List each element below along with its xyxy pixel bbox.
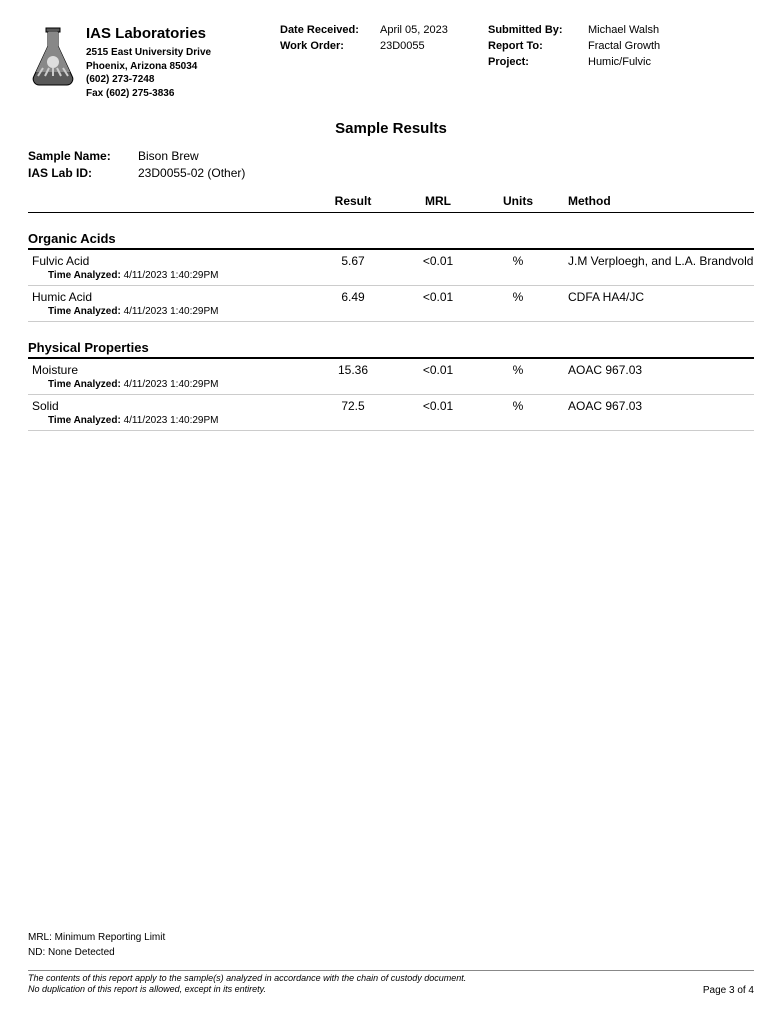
disclaimer-line1: The contents of this report apply to the… — [28, 973, 466, 985]
units-value: % — [478, 363, 558, 377]
disclaimer: The contents of this report apply to the… — [28, 973, 466, 996]
project-label: Project: — [488, 56, 580, 68]
company-address1: 2515 East University Drive — [86, 46, 211, 60]
date-received-value: April 05, 2023 — [380, 24, 480, 36]
table-row: Moisture15.36<0.01%AOAC 967.03 — [28, 359, 754, 377]
time-analyzed-label: Time Analyzed: — [48, 306, 121, 317]
submitted-by-value: Michael Walsh — [588, 24, 754, 36]
time-analyzed-row: Time Analyzed: 4/11/2023 1:40:29PM — [28, 377, 754, 395]
method-value: J.M Verploegh, and L.A. Brandvold — [558, 254, 754, 268]
analyte-name: Fulvic Acid — [28, 254, 308, 268]
mrl-value: <0.01 — [398, 399, 478, 413]
method-value: AOAC 967.03 — [558, 399, 754, 413]
table-row: Solid72.5<0.01%AOAC 967.03 — [28, 395, 754, 413]
mrl-value: <0.01 — [398, 363, 478, 377]
section-title: Organic Acids — [28, 231, 754, 250]
mrl-note: MRL: Minimum Reporting Limit — [28, 930, 754, 945]
time-analyzed-label: Time Analyzed: — [48, 379, 121, 390]
sample-name-label: Sample Name: — [28, 149, 128, 163]
results-sections: Organic AcidsFulvic Acid5.67<0.01%J.M Ve… — [28, 231, 754, 431]
company-phone: (602) 273-7248 — [86, 73, 211, 87]
table-row: Humic Acid6.49<0.01%CDFA HA4/JC — [28, 286, 754, 304]
time-analyzed-row: Time Analyzed: 4/11/2023 1:40:29PM — [28, 413, 754, 431]
page-number: Page 3 of 4 — [703, 985, 754, 996]
result-value: 5.67 — [308, 254, 398, 268]
method-value: CDFA HA4/JC — [558, 290, 754, 304]
units-value: % — [478, 254, 558, 268]
time-analyzed-value: 4/11/2023 1:40:29PM — [124, 270, 219, 281]
time-analyzed-label: Time Analyzed: — [48, 270, 121, 281]
analyte-name: Solid — [28, 399, 308, 413]
logo-block: IAS Laboratories 2515 East University Dr… — [28, 24, 268, 100]
time-analyzed-label: Time Analyzed: — [48, 415, 121, 426]
analyte-name: Humic Acid — [28, 290, 308, 304]
col-mrl: MRL — [398, 194, 478, 208]
col-result: Result — [308, 194, 398, 208]
meta-block: Date Received: Work Order: April 05, 202… — [280, 24, 754, 100]
nd-note: ND: None Detected — [28, 945, 754, 960]
lab-id-value: 23D0055-02 (Other) — [138, 166, 245, 180]
col-method: Method — [558, 194, 754, 208]
time-analyzed-row: Time Analyzed: 4/11/2023 1:40:29PM — [28, 304, 754, 322]
submitted-by-label: Submitted By: — [488, 24, 580, 36]
report-to-value: Fractal Growth — [588, 40, 754, 52]
sample-name-value: Bison Brew — [138, 149, 199, 163]
company-name: IAS Laboratories — [86, 24, 211, 44]
disclaimer-line2: No duplication of this report is allowed… — [28, 984, 466, 996]
col-units: Units — [478, 194, 558, 208]
time-analyzed-value: 4/11/2023 1:40:29PM — [124, 306, 219, 317]
time-analyzed-row: Time Analyzed: 4/11/2023 1:40:29PM — [28, 268, 754, 286]
work-order-label: Work Order: — [280, 40, 372, 52]
company-info: IAS Laboratories 2515 East University Dr… — [86, 24, 211, 100]
footer-divider — [28, 970, 754, 971]
result-value: 6.49 — [308, 290, 398, 304]
work-order-value: 23D0055 — [380, 40, 480, 52]
lab-id-label: IAS Lab ID: — [28, 166, 128, 180]
company-fax: Fax (602) 275-3836 — [86, 87, 211, 101]
flask-icon — [28, 24, 78, 94]
mrl-value: <0.01 — [398, 254, 478, 268]
mrl-value: <0.01 — [398, 290, 478, 304]
units-value: % — [478, 290, 558, 304]
sample-info: Sample Name: Bison Brew IAS Lab ID: 23D0… — [28, 149, 754, 180]
section-title: Physical Properties — [28, 340, 754, 359]
time-analyzed-value: 4/11/2023 1:40:29PM — [124, 379, 219, 390]
date-received-label: Date Received: — [280, 24, 372, 36]
company-address2: Phoenix, Arizona 85034 — [86, 60, 211, 74]
report-title: Sample Results — [28, 120, 754, 137]
method-value: AOAC 967.03 — [558, 363, 754, 377]
result-value: 72.5 — [308, 399, 398, 413]
project-value: Humic/Fulvic — [588, 56, 754, 68]
time-analyzed-value: 4/11/2023 1:40:29PM — [124, 415, 219, 426]
footer: MRL: Minimum Reporting Limit ND: None De… — [28, 930, 754, 996]
header: IAS Laboratories 2515 East University Dr… — [28, 24, 754, 100]
result-value: 15.36 — [308, 363, 398, 377]
table-header: Result MRL Units Method — [28, 194, 754, 213]
analyte-name: Moisture — [28, 363, 308, 377]
units-value: % — [478, 399, 558, 413]
report-to-label: Report To: — [488, 40, 580, 52]
table-row: Fulvic Acid5.67<0.01%J.M Verploegh, and … — [28, 250, 754, 268]
